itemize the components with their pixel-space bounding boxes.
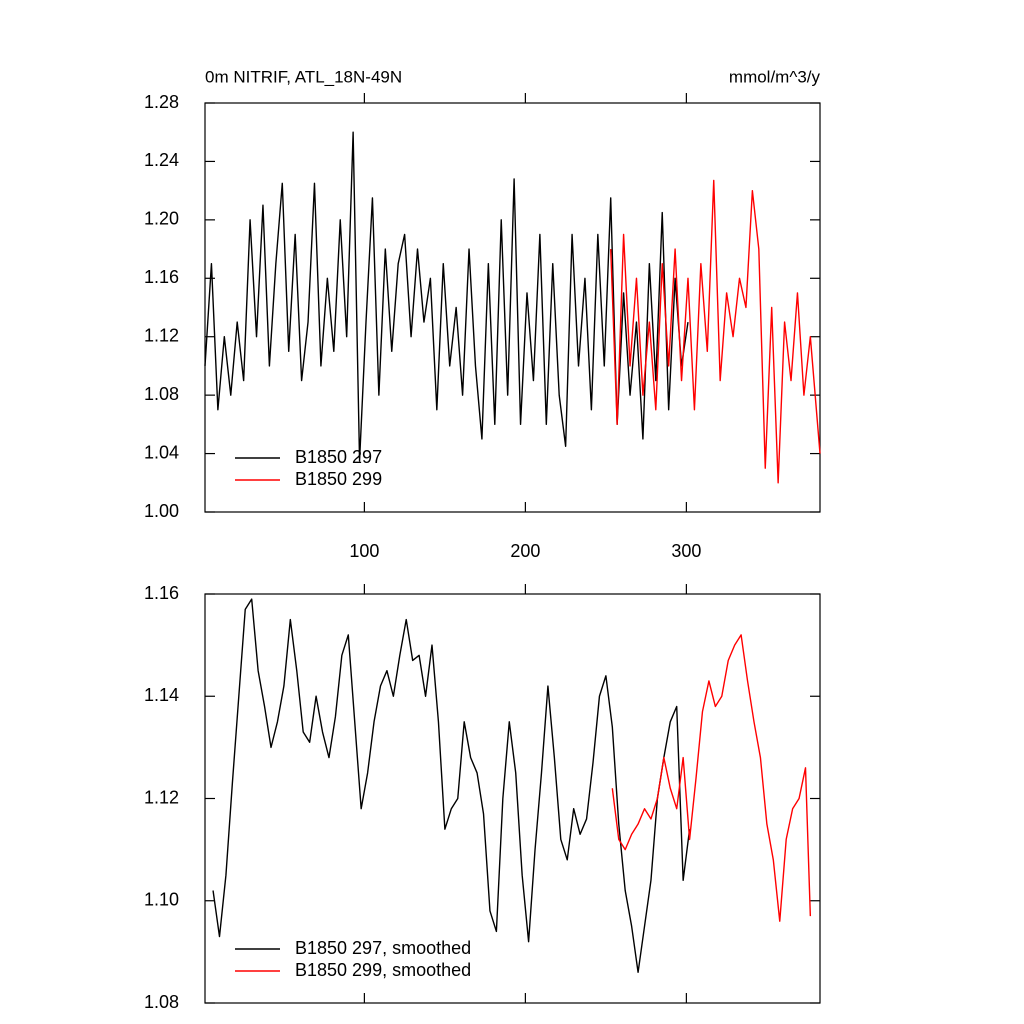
y-tick-label: 1.00	[144, 501, 179, 521]
legend-label: B1850 299	[295, 469, 382, 489]
data-line	[204, 131, 689, 462]
y-tick-label: 1.12	[144, 787, 179, 807]
x-tick-label: 200	[510, 541, 540, 561]
legend-label: B1850 299, smoothed	[295, 960, 471, 980]
units-label: mmol/m^3/y	[729, 67, 821, 86]
y-tick-label: 1.14	[144, 685, 179, 705]
y-tick-label: 1.10	[144, 890, 179, 910]
y-tick-label: 1.20	[144, 209, 179, 229]
y-tick-label: 1.16	[144, 267, 179, 287]
y-tick-label: 1.28	[144, 92, 179, 112]
y-tick-label: 1.12	[144, 325, 179, 345]
y-tick-label: 1.08	[144, 384, 179, 404]
chart-title: 0m NITRIF, ATL_18N-49N	[205, 67, 402, 86]
x-tick-label: 100	[349, 541, 379, 561]
legend-label: B1850 297	[295, 447, 382, 467]
y-tick-label: 1.24	[144, 150, 179, 170]
plot-frame	[204, 102, 821, 513]
y-tick-label: 1.04	[144, 442, 179, 462]
data-line	[611, 634, 812, 922]
y-tick-label: 1.08	[144, 992, 179, 1012]
data-line	[212, 598, 691, 974]
legend-label: B1850 297, smoothed	[295, 938, 471, 958]
data-line	[610, 179, 821, 484]
y-tick-label: 1.16	[144, 583, 179, 603]
x-tick-label: 300	[671, 541, 701, 561]
